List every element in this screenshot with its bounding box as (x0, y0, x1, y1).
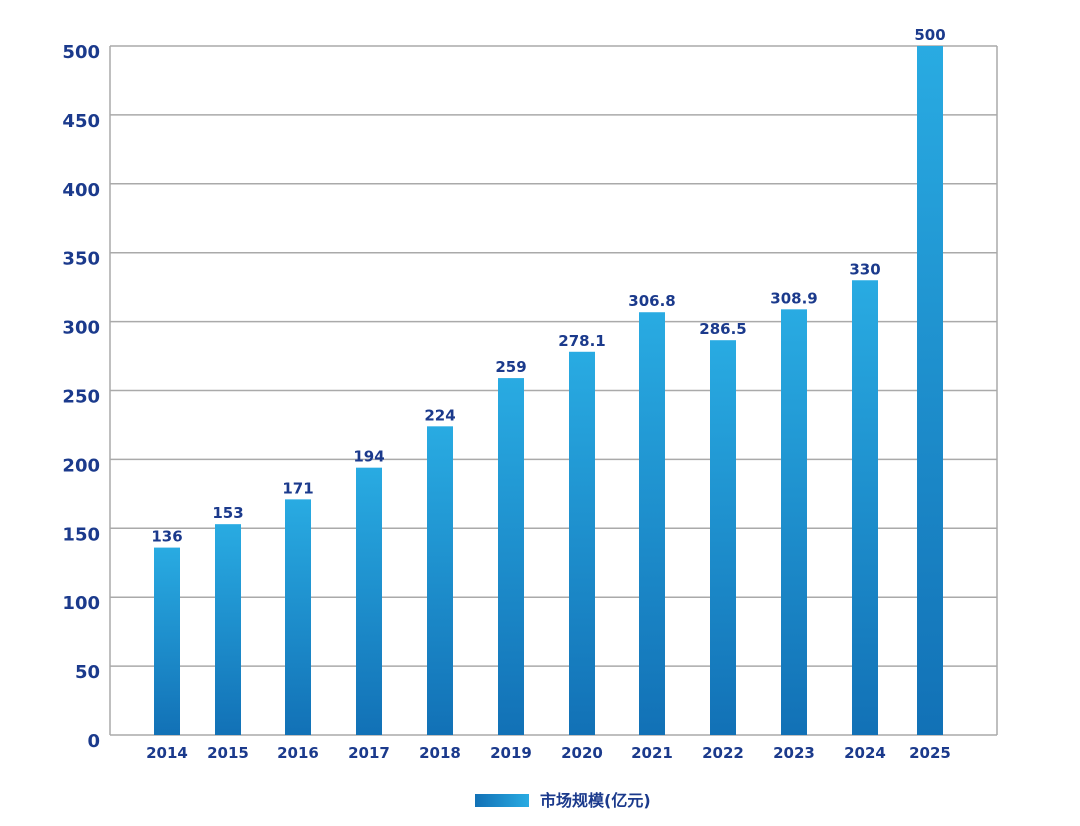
y-tick-label: 250 (62, 387, 100, 408)
x-tick-label: 2018 (419, 744, 461, 762)
x-tick-label: 2020 (561, 744, 603, 762)
x-tick-label: 2019 (490, 744, 532, 762)
y-tick-label: 450 (62, 111, 100, 132)
y-tick-label: 350 (62, 249, 100, 270)
x-tick-label: 2024 (844, 744, 886, 762)
data-label: 259 (495, 358, 526, 376)
data-label: 306.8 (628, 292, 675, 310)
y-tick-label: 150 (62, 524, 100, 545)
y-tick-label: 400 (62, 180, 100, 201)
y-tick-label: 500 (62, 42, 100, 63)
data-label: 171 (282, 479, 313, 497)
legend: 市场规模(亿元) (475, 791, 651, 810)
data-label: 153 (212, 504, 243, 522)
bar-2016 (285, 499, 311, 735)
x-tick-label: 2023 (773, 744, 815, 762)
bar-2018 (427, 426, 453, 735)
bar-2014 (154, 547, 180, 735)
x-tick-label: 2017 (348, 744, 390, 762)
bar-2017 (356, 467, 382, 735)
bar-2023 (781, 309, 807, 735)
x-tick-label: 2016 (277, 744, 319, 762)
bar-2015 (215, 524, 241, 735)
y-tick-label: 100 (62, 593, 100, 614)
x-tick-label: 2014 (146, 744, 188, 762)
data-label: 136 (151, 528, 182, 546)
data-label: 308.9 (770, 289, 817, 307)
legend-swatch (475, 794, 529, 807)
x-tick-label: 2021 (631, 744, 673, 762)
bar-2025 (917, 46, 943, 735)
legend-label: 市场规模(亿元) (540, 791, 651, 810)
bar-2020 (569, 351, 595, 735)
bar-2022 (710, 340, 736, 735)
y-tick-label: 300 (62, 318, 100, 339)
bar-2024 (852, 280, 878, 735)
x-tick-label: 2025 (909, 744, 951, 762)
x-tick-label: 2015 (207, 744, 249, 762)
y-tick-label: 50 (75, 662, 100, 683)
bar-2019 (498, 378, 524, 735)
data-label: 286.5 (699, 320, 746, 338)
y-tick-label: 200 (62, 455, 100, 476)
bar-2021 (639, 312, 665, 735)
x-tick-label: 2022 (702, 744, 744, 762)
data-label: 224 (424, 406, 455, 424)
data-label: 330 (849, 260, 880, 278)
data-label: 278.1 (558, 332, 605, 350)
data-label: 500 (914, 26, 945, 44)
y-tick-label: 0 (87, 731, 100, 752)
data-label: 194 (353, 448, 384, 466)
